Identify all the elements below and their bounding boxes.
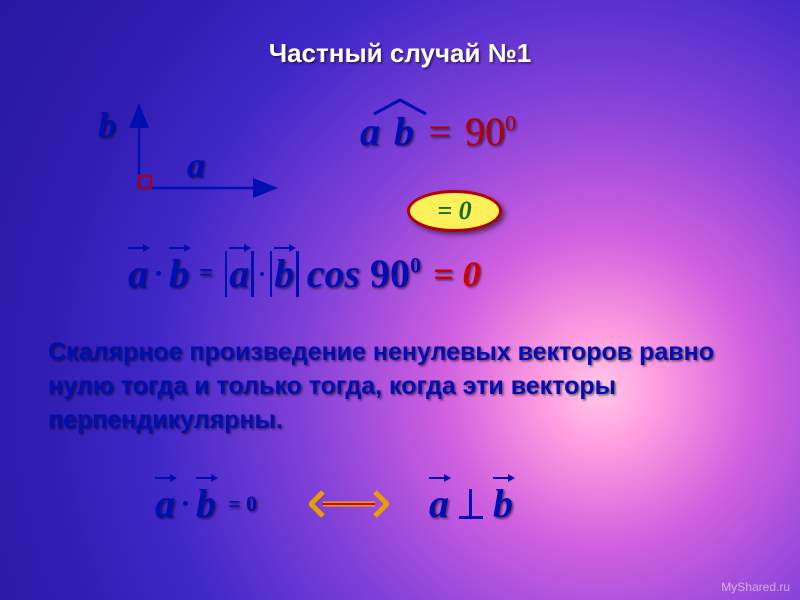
b-b2: b — [493, 481, 513, 526]
statement-text: Скалярное произведение ненулевых векторо… — [48, 336, 752, 437]
badge-text: = 0 — [437, 196, 471, 226]
slide-title: Частный случай №1 — [0, 38, 800, 69]
b-b: b — [196, 481, 216, 526]
slide-content: Частный случай №1 b a a b = 900 = 0 — [0, 0, 800, 600]
angle-equals: = — [426, 109, 453, 154]
abs-bar — [270, 251, 273, 297]
cos-angle: 900 — [370, 250, 421, 297]
dot-op-2 — [183, 501, 188, 506]
statement-line-1: Скалярное произведение ненулевых векторо… — [48, 336, 752, 370]
dot-product-formula: a b = a b cos 900 = 0 — [128, 250, 481, 297]
mult-dot — [260, 272, 264, 276]
perp-icon — [459, 489, 483, 519]
angle-value: 900 — [465, 109, 516, 154]
vector-b-label: b — [98, 104, 116, 146]
abs-bar — [251, 251, 254, 297]
b-eq-zero: = 0 — [228, 491, 257, 517]
f-a: a — [128, 251, 148, 296]
statement-line-3: перпендикулярны. — [48, 404, 752, 438]
f-b: b — [169, 251, 189, 296]
watermark: MyShared.ru — [721, 580, 790, 594]
vector-a-label: a — [187, 144, 205, 186]
angle-vec-a: a — [360, 108, 380, 155]
iff-arrow-icon — [309, 484, 389, 524]
statement-line-2: нулю тогда и только тогда, когда эти век… — [48, 370, 752, 404]
cos-text: cos — [307, 250, 360, 297]
f-abs-b: b — [274, 251, 294, 296]
biconditional: a b = 0 a b — [155, 480, 513, 527]
b-a2: a — [429, 481, 449, 526]
abs-bar — [225, 251, 228, 297]
f-abs-a: a — [229, 251, 249, 296]
f-eq1: = — [199, 260, 213, 287]
angle-expression: a b = 900 — [360, 108, 516, 155]
abs-bar — [296, 251, 299, 297]
angle-vec-b: b — [394, 108, 414, 155]
b-a: a — [155, 481, 175, 526]
equals-zero: = 0 — [433, 253, 481, 295]
dot-op-1 — [156, 271, 161, 276]
cos-zero-badge: = 0 — [407, 190, 502, 232]
vector-diagram: b a — [95, 100, 285, 200]
